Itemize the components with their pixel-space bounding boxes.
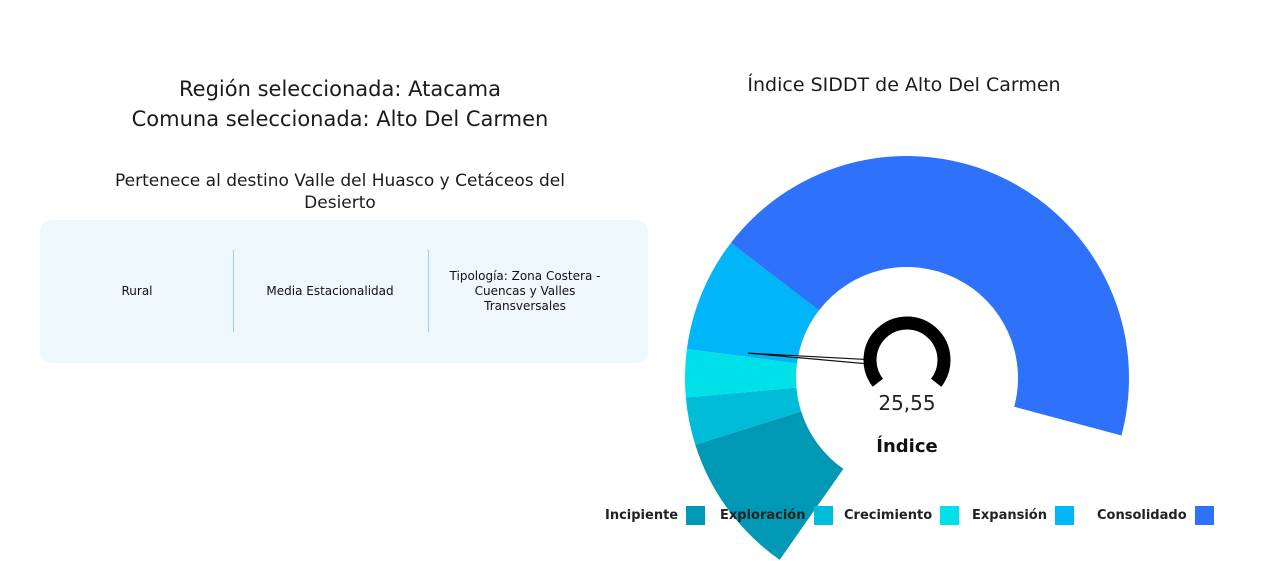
card-cell-estacionalidad-text: Media Estacionalidad xyxy=(266,283,394,298)
gauge-segment-expansión xyxy=(686,242,819,364)
gauge-legend: Incipiente Exploración Crecimiento Expan… xyxy=(0,506,1281,532)
legend-swatch xyxy=(1194,506,1214,525)
legend-swatch xyxy=(940,506,960,525)
gauge-segment-consolidado xyxy=(730,155,1129,436)
legend-label: Expansión xyxy=(972,508,1047,523)
legend-item-crecimiento: Crecimiento xyxy=(844,506,960,525)
gauge-segments xyxy=(685,155,1129,560)
card-cell-estacionalidad: Media Estacionalidad xyxy=(233,250,427,332)
comuna-selected-text: Comuna seleccionada: Alto Del Carmen xyxy=(131,107,549,131)
gauge-knob xyxy=(863,316,951,387)
legend-item-consolidado: Consolidado xyxy=(1097,506,1214,525)
legend-item-incipiente: Incipiente xyxy=(605,506,706,525)
gauge-title: Índice SIDDT de Alto Del Carmen xyxy=(747,74,1061,96)
legend-item-exploracion: Exploración xyxy=(720,506,833,525)
legend-item-expansion: Expansión xyxy=(972,506,1074,525)
gauge-value: 25,55 xyxy=(878,391,935,415)
legend-label: Incipiente xyxy=(605,508,679,523)
gauge-segment-exploración xyxy=(685,387,802,445)
gauge-label: Índice xyxy=(876,435,937,457)
card-cell-tipologia-text: Tipología: Zona Costera -Cuencas y Valle… xyxy=(449,268,601,313)
legend-swatch xyxy=(1054,506,1074,525)
destino-text: Pertenece al destino Valle del Huasco y … xyxy=(115,171,565,213)
gauge-knob-ring xyxy=(863,316,951,387)
gauge-segment-incipiente xyxy=(695,411,844,560)
legend-swatch xyxy=(686,506,706,525)
gauge-segment-crecimiento xyxy=(685,349,797,398)
card-divider xyxy=(233,250,234,332)
legend-swatch xyxy=(813,506,833,525)
left-header: Región seleccionada: Atacama Comuna sele… xyxy=(40,74,640,134)
card-divider xyxy=(428,250,429,332)
legend-label: Exploración xyxy=(720,508,806,523)
legend-label: Crecimiento xyxy=(844,508,933,523)
card-cell-rural-text: Rural xyxy=(121,283,153,298)
info-card: Rural Media Estacionalidad Tipología: Zo… xyxy=(40,220,648,363)
region-selected-text: Región seleccionada: Atacama xyxy=(179,77,501,101)
legend-label: Consolidado xyxy=(1097,508,1187,523)
card-cell-tipologia: Tipología: Zona Costera -Cuencas y Valle… xyxy=(428,250,622,332)
card-cell-rural: Rural xyxy=(40,250,234,332)
